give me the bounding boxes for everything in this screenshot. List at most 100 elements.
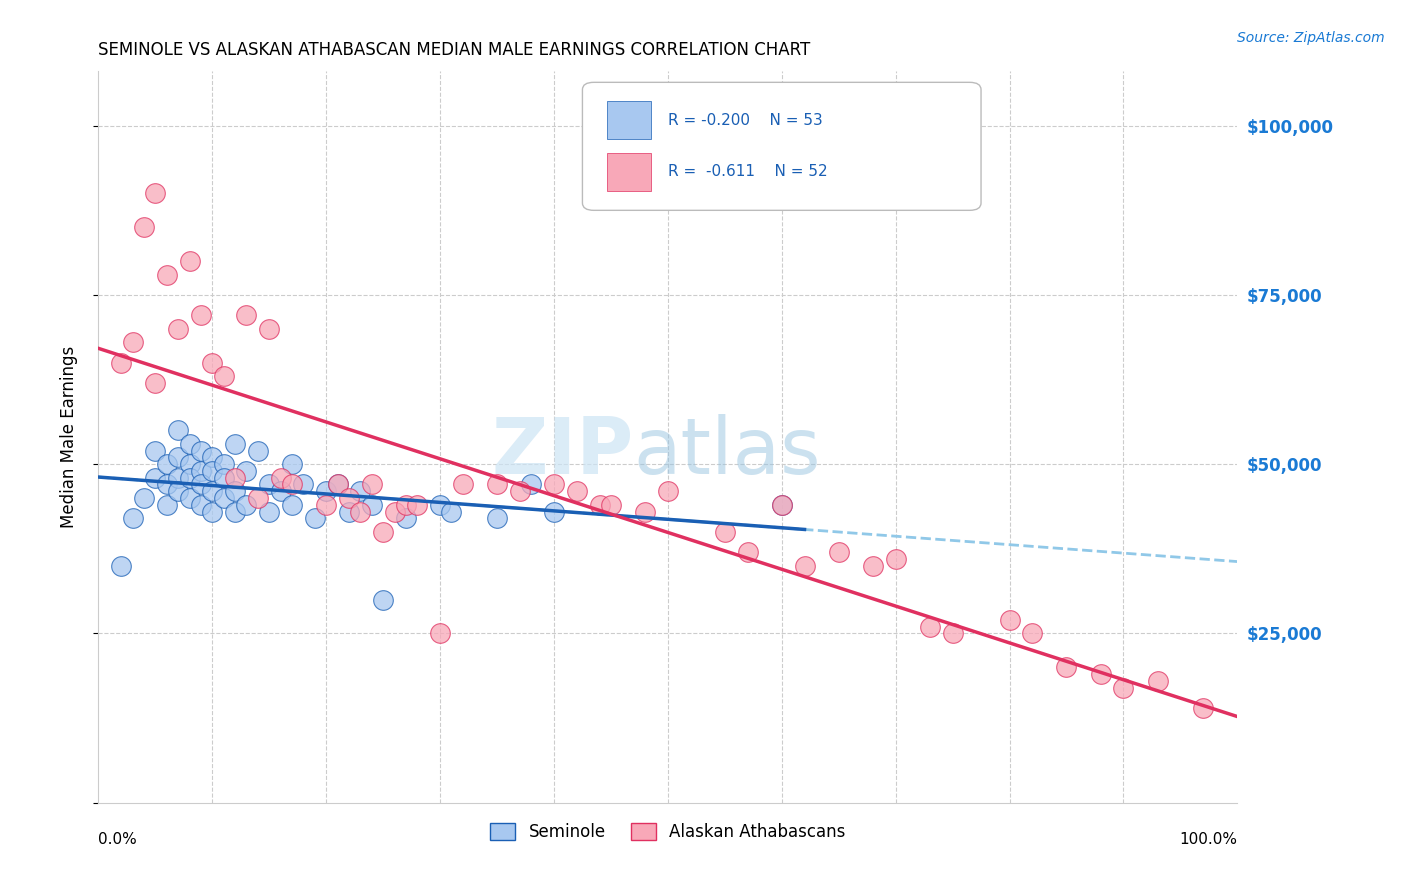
Point [714, 524, 737, 539]
Point [235, 308, 257, 322]
Point [509, 484, 531, 499]
Point [212, 369, 235, 384]
Text: 100.0%: 100.0% [1180, 832, 1237, 847]
Text: 0.0%: 0.0% [98, 832, 138, 847]
Point [110, 558, 132, 573]
Point [167, 450, 190, 465]
Point [543, 505, 565, 519]
Point [145, 471, 167, 485]
Point [588, 498, 610, 512]
Point [201, 450, 224, 465]
Point [406, 498, 429, 512]
Point [167, 423, 190, 437]
Point [360, 498, 382, 512]
Point [737, 545, 759, 559]
Point [270, 484, 292, 499]
Point [918, 620, 941, 634]
Point [520, 477, 543, 491]
Point [395, 511, 418, 525]
Point [121, 511, 143, 525]
Y-axis label: Median Male Earnings: Median Male Earnings [59, 346, 77, 528]
Point [292, 477, 315, 491]
Point [235, 464, 257, 478]
Text: SEMINOLE VS ALASKAN ATHABASCAN MEDIAN MALE EARNINGS CORRELATION CHART: SEMINOLE VS ALASKAN ATHABASCAN MEDIAN MA… [98, 41, 811, 59]
Point [337, 505, 360, 519]
Point [145, 376, 167, 390]
Point [634, 505, 657, 519]
Point [110, 355, 132, 369]
Point [1146, 673, 1168, 688]
Point [179, 254, 201, 268]
Point [486, 477, 509, 491]
Point [259, 505, 281, 519]
Point [486, 511, 509, 525]
Point [167, 322, 190, 336]
Point [259, 477, 281, 491]
Point [179, 471, 201, 485]
Point [1090, 667, 1112, 681]
Point [190, 498, 212, 512]
Point [326, 477, 349, 491]
Point [156, 498, 179, 512]
Text: atlas: atlas [634, 414, 821, 490]
Point [395, 498, 418, 512]
Point [360, 477, 382, 491]
Point [212, 471, 235, 485]
Point [371, 524, 394, 539]
Point [121, 335, 143, 350]
Point [201, 355, 224, 369]
Point [384, 505, 406, 519]
Point [281, 457, 304, 471]
Point [440, 505, 463, 519]
Point [145, 186, 167, 201]
Point [156, 268, 179, 282]
Point [326, 477, 349, 491]
Point [224, 505, 246, 519]
Point [349, 484, 371, 499]
Point [429, 498, 451, 512]
Point [565, 484, 588, 499]
Point [998, 613, 1021, 627]
Point [201, 505, 224, 519]
Point [246, 443, 269, 458]
FancyBboxPatch shape [607, 153, 651, 191]
Point [315, 484, 337, 499]
Point [657, 484, 679, 499]
Point [156, 477, 179, 491]
Point [828, 545, 851, 559]
FancyBboxPatch shape [582, 82, 981, 211]
Point [259, 322, 281, 336]
Point [167, 471, 190, 485]
Point [270, 471, 292, 485]
Point [224, 484, 246, 499]
Point [132, 220, 155, 235]
Text: R = -0.200    N = 53: R = -0.200 N = 53 [668, 113, 823, 128]
Text: R =  -0.611    N = 52: R = -0.611 N = 52 [668, 164, 828, 179]
Point [167, 484, 190, 499]
Point [770, 498, 793, 512]
Point [884, 552, 907, 566]
Legend: Seminole, Alaskan Athabascans: Seminole, Alaskan Athabascans [482, 814, 853, 849]
Point [224, 437, 246, 451]
Point [371, 592, 394, 607]
Point [179, 457, 201, 471]
Point [179, 491, 201, 505]
Point [281, 498, 304, 512]
Point [337, 491, 360, 505]
Point [224, 471, 246, 485]
Text: Source: ZipAtlas.com: Source: ZipAtlas.com [1237, 31, 1385, 45]
Point [1112, 681, 1135, 695]
Point [190, 308, 212, 322]
Point [304, 511, 326, 525]
Point [179, 437, 201, 451]
Point [543, 477, 565, 491]
Point [1192, 701, 1215, 715]
Point [235, 498, 257, 512]
Point [190, 443, 212, 458]
Text: ZIP: ZIP [492, 414, 634, 490]
Point [156, 457, 179, 471]
Point [281, 477, 304, 491]
Point [793, 558, 815, 573]
Point [212, 491, 235, 505]
Point [429, 626, 451, 640]
